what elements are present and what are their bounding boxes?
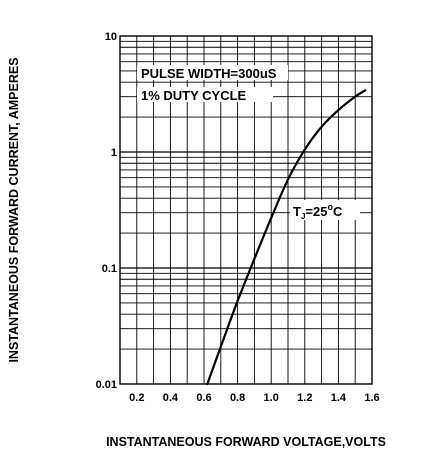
plot-frame bbox=[119, 35, 373, 385]
annotation-background bbox=[137, 65, 288, 80]
x-axis-title: INSTANTANEOUS FORWARD VOLTAGE,VOLTS bbox=[106, 435, 386, 449]
series-line bbox=[206, 89, 367, 386]
x-tick-label: 0.2 bbox=[129, 392, 144, 404]
y-tick-label: 1 bbox=[111, 147, 117, 159]
temperature-label-unit: C bbox=[333, 204, 343, 219]
annotation-background bbox=[290, 200, 360, 220]
junction-temperature-annotation: TJ=25oC bbox=[293, 202, 343, 221]
temperature-label-sub: J bbox=[301, 212, 305, 221]
y-tick-label: 0.01 bbox=[96, 379, 117, 391]
x-tick-label: 0.4 bbox=[163, 392, 179, 404]
duty-cycle-annotation: 1% DUTY CYCLE bbox=[141, 88, 247, 103]
x-tick-label: 1.2 bbox=[297, 392, 312, 404]
x-tick-label: 1.0 bbox=[264, 392, 279, 404]
x-tick-label: 0.6 bbox=[196, 392, 211, 404]
y-axis-title: INSTANTANEOUS FORWARD CURRENT, AMPERES bbox=[7, 57, 21, 362]
y-tick-label: 0.1 bbox=[102, 263, 117, 275]
x-tick-label: 1.6 bbox=[364, 392, 379, 404]
temperature-label-rest: =25 bbox=[305, 204, 327, 219]
pulse-width-annotation: PULSE WIDTH=300uS bbox=[141, 66, 277, 81]
temperature-label-deg: o bbox=[327, 202, 333, 212]
annotation-background bbox=[137, 87, 273, 102]
y-tick-label: 10 bbox=[105, 31, 117, 43]
annotations: PULSE WIDTH=300uS 1% DUTY CYCLE TJ=25oC bbox=[137, 65, 360, 221]
x-tick-label: 1.4 bbox=[331, 392, 347, 404]
x-tick-label: 0.8 bbox=[230, 392, 245, 404]
temperature-label-main: T bbox=[293, 204, 301, 219]
tick-labels: 0.2 0.4 0.6 0.8 1.0 1.2 1.4 1.6 0.01 0.1 1 10 bbox=[96, 31, 380, 404]
